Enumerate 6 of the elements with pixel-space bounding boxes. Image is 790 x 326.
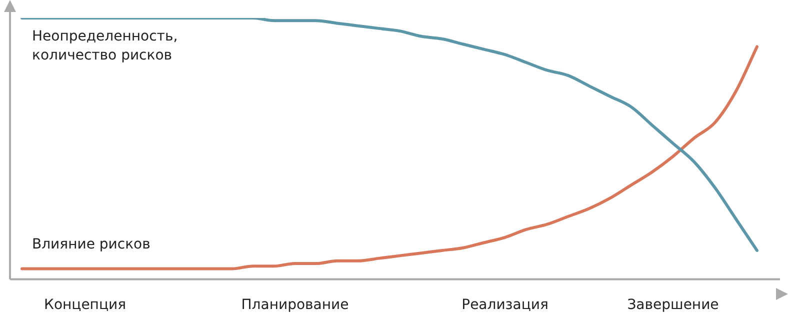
x-tick-label: Концепция <box>44 297 126 314</box>
x-tick-label: Планирование <box>241 297 349 314</box>
x-tick-label: Завершение <box>627 297 719 314</box>
series-label: Влияние рисков <box>32 236 150 252</box>
series-label: Неопределенность, количество рисков <box>32 28 178 64</box>
x-tick-label: Реализация <box>462 297 548 314</box>
